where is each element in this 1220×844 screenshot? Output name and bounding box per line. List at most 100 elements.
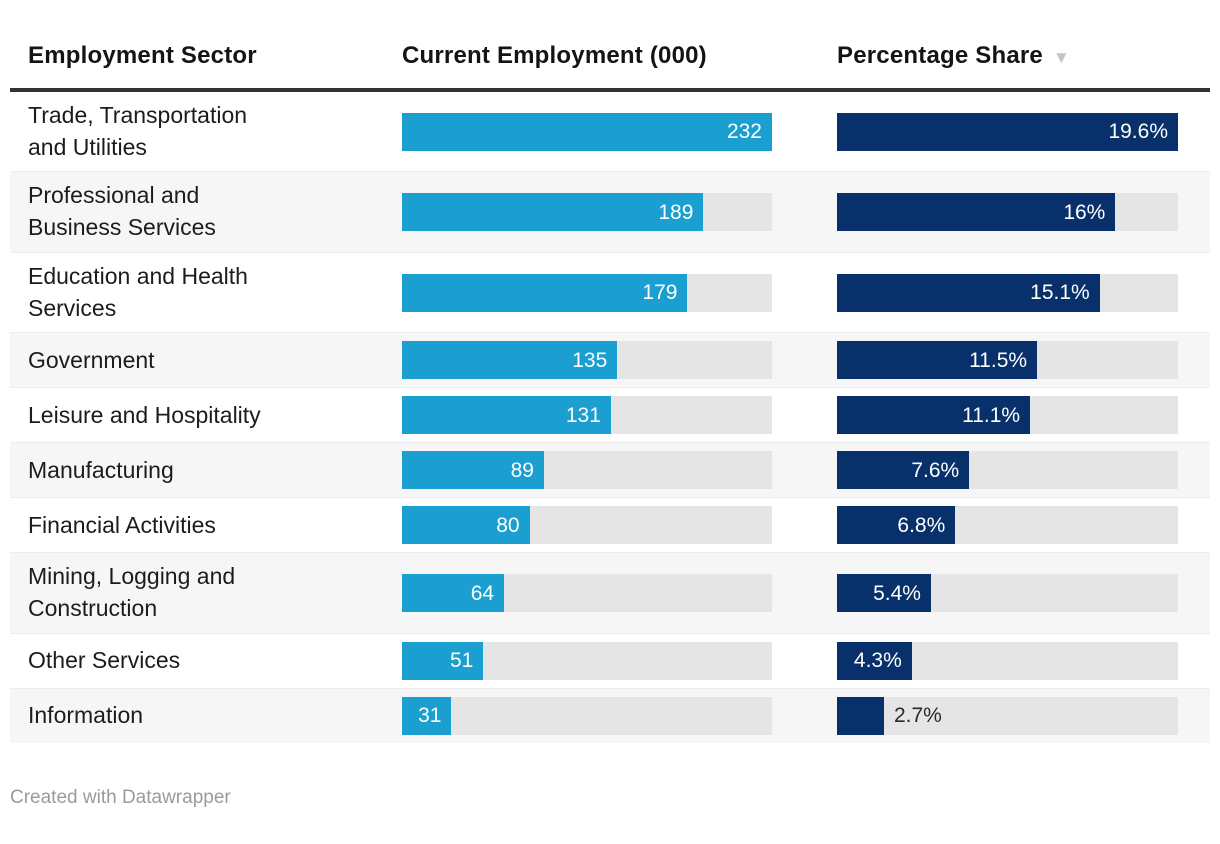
employment-bar: 80 — [402, 506, 530, 545]
column-header-employment-sector[interactable]: Employment Sector — [28, 42, 257, 69]
employment-bar-cell: 232 — [402, 112, 772, 151]
employment-bar: 31 — [402, 696, 452, 735]
share-value-label: 16% — [1063, 200, 1106, 224]
share-bar-cell: 16% — [837, 193, 1178, 232]
share-bar-cell: 4.3% — [837, 641, 1178, 680]
employment-bar-cell: 179 — [402, 273, 772, 312]
employment-value-label: 51 — [449, 649, 474, 673]
share-value-label: 5.4% — [873, 581, 921, 605]
employment-bar-cell: 80 — [402, 506, 772, 545]
employment-bar-cell: 64 — [402, 574, 772, 613]
share-bar-track: 4.3% — [837, 641, 1178, 680]
share-bar-track: 6.8% — [837, 506, 1178, 545]
sector-name: Mining, Logging and Construction — [28, 563, 236, 622]
share-bar: 5.4% — [837, 574, 931, 613]
employment-value-label: 31 — [418, 704, 442, 728]
employment-value-label: 131 — [565, 403, 601, 427]
employment-bar: 179 — [402, 273, 688, 312]
share-bar: 19.6% — [837, 112, 1178, 151]
employment-bar: 64 — [402, 574, 505, 613]
employment-bar-cell: 89 — [402, 451, 772, 490]
table-row: Education and Health Services 179 15.1% — [10, 251, 1210, 332]
table-row: Government 135 11.5% — [10, 332, 1210, 388]
table-header-row: Employment Sector Current Employment (00… — [10, 42, 1210, 88]
share-value-label: 11.1% — [962, 403, 1021, 427]
share-bar-track: 15.1% — [837, 273, 1178, 312]
employment-value-label: 232 — [726, 120, 762, 144]
employment-value-label: 80 — [496, 513, 520, 537]
employment-bar: 135 — [402, 341, 618, 380]
share-value-label: 7.6% — [911, 458, 960, 482]
table-body: Trade, Transportation and Utilities 232 … — [10, 92, 1210, 743]
share-value-label: 11.5% — [969, 348, 1028, 372]
employment-bar-cell: 31 — [402, 696, 772, 735]
share-bar-track: 16% — [837, 193, 1178, 232]
sector-name: Manufacturing — [28, 456, 174, 483]
employment-bar-track: 51 — [402, 641, 772, 680]
employment-bar: 51 — [402, 641, 484, 680]
column-header-percentage-share[interactable]: Percentage Share ▼ — [837, 42, 1178, 70]
employment-bar: 131 — [402, 396, 611, 435]
sector-name: Professional and Business Services — [28, 182, 216, 241]
header-divider — [10, 88, 1210, 92]
employment-bar-track: 64 — [402, 574, 772, 613]
sector-name: Information — [28, 702, 144, 728]
table-row: Financial Activities 80 6.8% — [10, 497, 1210, 552]
share-value-label: 15.1% — [1030, 281, 1090, 305]
employment-bar-cell: 135 — [402, 341, 772, 380]
employment-bar: 89 — [402, 451, 544, 490]
share-bar-track: 11.5% — [837, 341, 1178, 380]
employment-bar: 189 — [402, 193, 704, 232]
sort-desc-icon[interactable]: ▼ — [1052, 47, 1071, 67]
share-bar-cell: 2.7% — [837, 696, 1178, 735]
employment-bar-track: 232 — [402, 112, 772, 151]
share-bar: 7.6% — [837, 451, 970, 490]
employment-bar-track: 131 — [402, 396, 772, 435]
share-value-label: 19.6% — [1108, 120, 1168, 144]
share-bar-cell: 7.6% — [837, 451, 1178, 490]
share-bar: 4.3% — [837, 641, 912, 680]
employment-bar: 232 — [402, 112, 772, 151]
share-bar-cell: 19.6% — [837, 112, 1178, 151]
share-value-label: 2.7% — [893, 704, 942, 728]
column-header-current-employment[interactable]: Current Employment (000) — [402, 42, 707, 69]
sector-name: Leisure and Hospitality — [28, 401, 261, 428]
share-bar-track: 5.4% — [837, 574, 1178, 613]
sector-name: Other Services — [28, 647, 181, 673]
table-row: Professional and Business Services 189 1… — [10, 171, 1210, 252]
share-bar: 15.1% — [837, 273, 1100, 312]
employment-bar-cell: 51 — [402, 641, 772, 680]
employment-value-label: 179 — [642, 281, 678, 305]
share-bar: 6.8% — [837, 506, 956, 545]
share-bar: 16% — [837, 193, 1116, 232]
employment-bar-track: 189 — [402, 193, 772, 232]
employment-bar-track: 179 — [402, 273, 772, 312]
share-bar — [837, 696, 884, 735]
table-row: Information 31 2.7% — [10, 687, 1210, 743]
sector-name: Financial Activities — [28, 511, 216, 538]
table-row: Trade, Transportation and Utilities 232 … — [10, 92, 1210, 171]
employment-bar-cell: 189 — [402, 193, 772, 232]
employment-value-label: 189 — [658, 200, 694, 224]
table-row: Mining, Logging and Construction 64 5.4% — [10, 552, 1210, 633]
table-row: Manufacturing 89 7.6% — [10, 442, 1210, 498]
share-bar-track: 11.1% — [837, 396, 1178, 435]
sector-name: Education and Health Services — [28, 262, 248, 321]
share-bar: 11.1% — [837, 396, 1031, 435]
employment-bar-track: 80 — [402, 506, 772, 545]
share-bar-cell: 6.8% — [837, 506, 1178, 545]
share-bar-cell: 11.5% — [837, 341, 1178, 380]
employment-value-label: 64 — [470, 581, 495, 605]
employment-value-label: 135 — [572, 348, 608, 372]
table-row: Leisure and Hospitality 131 11.1% — [10, 387, 1210, 442]
employment-bar-track: 89 — [402, 451, 772, 490]
employment-bar-track: 135 — [402, 341, 772, 380]
sector-name: Trade, Transportation and Utilities — [28, 102, 248, 160]
share-value-label: 6.8% — [897, 513, 946, 537]
share-value-label: 4.3% — [853, 649, 902, 673]
employment-bar-track: 31 — [402, 696, 772, 735]
share-bar-cell: 11.1% — [837, 396, 1178, 435]
datawrapper-credit: Created with Datawrapper — [10, 786, 231, 808]
column-header-percentage-share-label: Percentage Share — [837, 42, 1043, 69]
